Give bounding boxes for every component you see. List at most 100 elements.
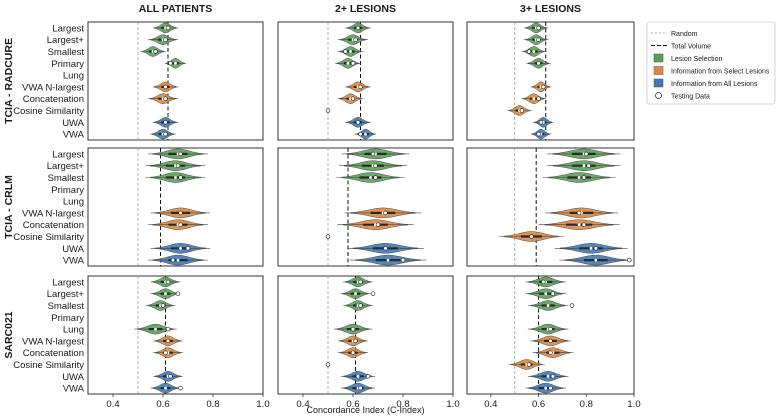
testing-data-marker	[536, 61, 541, 66]
testing-data-marker	[353, 338, 358, 344]
category-label: Lung	[63, 197, 84, 208]
testing-data-marker	[370, 151, 376, 157]
category-label: UWA	[62, 372, 84, 383]
panel	[87, 21, 264, 141]
testing-data-marker	[178, 175, 183, 180]
violin-median	[174, 176, 177, 179]
violin-median	[577, 223, 581, 227]
violin-median	[354, 292, 357, 296]
category-label: Smallest	[48, 173, 85, 184]
row-title: TCIA - RADCURE	[3, 38, 15, 124]
category-label: Largest+	[47, 35, 85, 46]
testing-data-marker	[626, 257, 632, 263]
category-label: Smallest	[48, 301, 85, 312]
x-tick-label: 0.8	[206, 399, 219, 410]
category-label: Primary	[51, 59, 84, 70]
category-label: VWA N-largest	[22, 82, 84, 93]
violin-median	[589, 246, 593, 250]
legend-label: Lesion Selection	[671, 56, 722, 63]
category-label: UWA	[62, 118, 84, 129]
category-label: Smallest	[48, 47, 85, 58]
category-label: VWA	[63, 384, 85, 395]
testing-data-marker	[383, 210, 388, 216]
testing-data-marker	[178, 210, 183, 216]
legend-color-swatch	[653, 78, 664, 88]
panel-frame	[277, 21, 454, 141]
testing-data-marker	[163, 96, 168, 101]
legend-label: Random	[671, 31, 698, 38]
testing-data-marker	[536, 131, 541, 137]
testing-data-marker	[325, 108, 331, 113]
panel	[87, 147, 264, 267]
violin-median	[154, 327, 157, 331]
testing-data-marker	[170, 257, 176, 263]
x-tick-label: 0.6	[532, 399, 545, 410]
x-tick-label: 1.0	[627, 399, 640, 410]
category-label: Cosine Similarity	[13, 232, 84, 243]
testing-data-marker	[175, 291, 181, 296]
testing-data-marker	[178, 385, 183, 391]
category-label: Concatenation	[23, 348, 84, 359]
testing-data-marker	[175, 163, 181, 168]
testing-data-marker	[541, 84, 546, 90]
panel	[277, 147, 454, 267]
testing-data-marker	[358, 303, 363, 308]
violin-median	[532, 97, 536, 101]
testing-data-marker	[569, 303, 575, 308]
testing-data-marker	[355, 25, 361, 31]
testing-data-marker	[163, 131, 168, 137]
violin-median	[546, 374, 550, 378]
category-label: Lung	[63, 71, 84, 82]
testing-data-marker	[373, 163, 378, 168]
panel: 0.4 0.6 0.8 1.0	[87, 275, 270, 410]
testing-data-marker	[325, 362, 331, 367]
column-title: 3+ LESIONS	[520, 3, 581, 15]
x-tick-label: 0.4	[296, 399, 309, 410]
testing-data-marker	[358, 279, 363, 285]
violin-median	[577, 176, 581, 179]
testing-data-marker	[526, 49, 532, 54]
panel-frame	[466, 21, 635, 141]
panel	[466, 21, 635, 141]
testing-data-marker	[519, 108, 525, 113]
testing-data-marker	[550, 374, 556, 379]
legend: Random Total Volume Lesion Selection Inform…	[646, 21, 776, 105]
legend-testing-data-swatch	[655, 92, 662, 99]
testing-data-marker	[168, 61, 173, 66]
testing-data-marker	[358, 131, 363, 137]
legend-label: Information from All Lesions	[671, 81, 758, 88]
legend-label: Information from Select Lesions	[671, 68, 770, 75]
testing-data-marker	[538, 120, 544, 125]
testing-data-marker	[375, 222, 381, 227]
x-tick-label: 0.4	[484, 399, 497, 410]
testing-data-marker	[168, 374, 173, 379]
testing-data-marker	[163, 37, 168, 42]
category-label: Cosine Similarity	[13, 106, 84, 117]
testing-data-marker	[541, 279, 546, 285]
panel	[277, 21, 454, 141]
violin-median	[369, 176, 372, 179]
legend-color-swatch	[653, 66, 664, 75]
violin-median	[164, 386, 167, 390]
violin-median	[544, 386, 548, 390]
testing-data-marker	[178, 222, 183, 227]
category-label: VWA N-largest	[22, 336, 84, 347]
testing-data-marker	[370, 291, 376, 296]
testing-data-marker	[400, 257, 406, 263]
panel: 0.4 0.6 0.8 1.0	[277, 275, 460, 410]
violin-median	[176, 258, 180, 262]
category-label: Lung	[63, 325, 84, 336]
category-label: VWA	[63, 130, 85, 141]
testing-data-marker	[163, 120, 168, 125]
testing-data-marker	[548, 350, 553, 355]
x-tick-label: 0.8	[396, 399, 409, 410]
x-tick-label: 0.6	[156, 399, 169, 410]
x-tick-label: 1.0	[446, 399, 459, 410]
legend-label: Total Volume	[671, 43, 711, 50]
testing-data-marker	[586, 163, 591, 168]
category-label: Primary	[51, 185, 84, 196]
testing-data-marker	[526, 362, 532, 367]
category-label: VWA N-largest	[22, 208, 84, 219]
panel: 0.4 0.6 0.8 1.0	[466, 275, 641, 410]
legend-color-swatch	[653, 53, 664, 63]
